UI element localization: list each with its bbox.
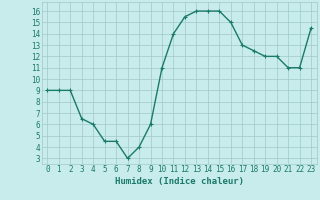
X-axis label: Humidex (Indice chaleur): Humidex (Indice chaleur)	[115, 177, 244, 186]
